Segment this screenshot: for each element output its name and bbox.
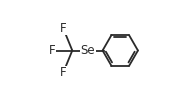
- Text: F: F: [49, 44, 55, 57]
- Text: Se: Se: [81, 44, 95, 57]
- Text: F: F: [60, 66, 67, 79]
- Text: F: F: [60, 22, 67, 35]
